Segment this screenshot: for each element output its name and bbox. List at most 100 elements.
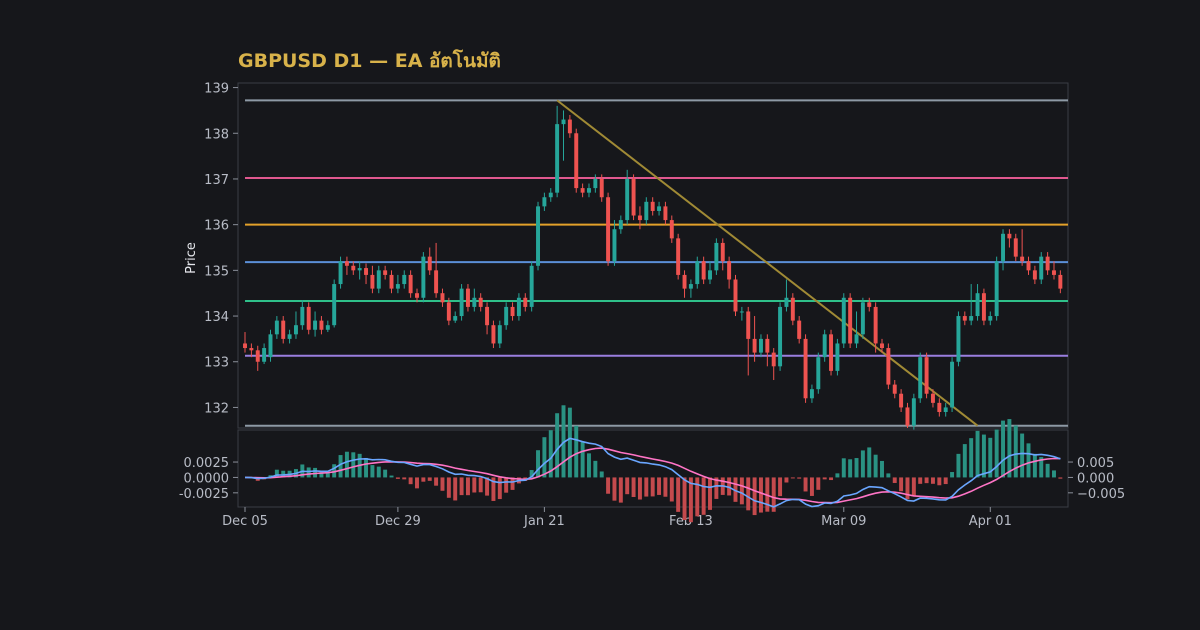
y-tick-label: 137 [204,173,229,188]
x-tick-label: Apr 01 [969,514,1012,529]
macd-histogram-bar [561,405,566,478]
candle-body [1032,270,1037,280]
candle-body [943,407,948,413]
candle-body [962,316,967,321]
candle-body [370,274,375,289]
candle-body [485,306,490,326]
candle-body [618,220,623,230]
candle-body [1020,256,1025,262]
macd-histogram-bar [829,477,834,481]
candle-body [765,338,770,353]
macd-histogram-bar [1058,477,1063,479]
candle-body [243,343,247,349]
candle-body [504,306,509,326]
macd-histogram-bar [841,458,846,478]
signal-line [244,447,1061,504]
macd-histogram-bar [593,460,598,478]
candle-body [778,306,783,367]
candle-body [924,357,929,394]
candle-body [255,350,260,362]
macd-histogram-bar [1007,419,1012,478]
macd-right-tick-label: 0.000 [1077,471,1114,486]
macd-histogram-bar [542,437,547,478]
macd-histogram-bar [485,477,490,496]
candle-body [956,316,961,362]
candle-body [809,389,814,399]
candle-body [268,334,273,358]
macd-histogram-bar [306,467,311,478]
candle-body [886,348,891,385]
x-tick-label: Dec 29 [375,514,421,529]
candle-body [803,338,808,399]
macd-histogram-bar [472,477,477,493]
candle-body [676,238,681,275]
candle-body [427,256,432,271]
macd-histogram-bar [867,447,872,478]
candle-body [854,334,859,344]
candle-body [880,343,884,349]
macd-histogram-bar [1052,470,1056,478]
candle-body [994,261,999,317]
candle-body [287,334,292,339]
macd-histogram-bar [835,473,840,478]
macd-histogram-bar [701,477,706,515]
macd-histogram-bar [790,477,795,479]
trend-line [556,99,979,427]
candle-body [497,325,502,344]
macd-histogram-bar [364,457,369,478]
macd-histogram-bar [880,460,884,478]
macd-histogram-bar [434,477,439,486]
macd-plot-frame [237,429,1069,508]
macd-histogram-bar [281,470,286,478]
candle-body [981,293,986,321]
macd-histogram-bar [708,477,712,510]
macd-histogram-bar [491,477,496,501]
candle-body [663,206,668,221]
y-tick-label: 134 [204,310,229,325]
macd-histogram-bar [994,429,999,478]
candle-body [720,242,725,262]
macd-histogram-bar [905,477,910,500]
macd-histogram-bar [809,477,814,496]
macd-histogram-bar [599,471,604,478]
macd-histogram-bar [822,477,827,480]
candle-body [529,265,534,307]
candle-body [714,242,719,271]
macd-histogram-bar [459,477,464,496]
macd-histogram-bar [733,477,738,502]
macd-histogram-bar [669,477,674,502]
macd-histogram-bar [637,477,642,500]
candle-body [593,178,598,189]
macd-histogram-bar [918,477,923,484]
macd-histogram-bar [510,477,515,490]
candle-body [988,316,993,321]
candle-body [293,325,298,335]
macd-y-tick-label: -0.0025 [179,487,229,502]
macd-histogram-bar [1039,457,1044,478]
macd-histogram-bar [631,477,636,497]
macd-histogram-bar [1001,420,1006,478]
candle-body [911,398,916,426]
candle-body [364,268,369,275]
macd-histogram-bar [313,467,318,478]
candle-body [510,306,515,317]
macd-histogram-bar [580,441,585,478]
candle-body [950,361,955,408]
candle-body [376,270,381,289]
candle-body [644,201,649,221]
y-tick-label: 133 [204,356,229,371]
candle-body [829,334,834,371]
candle-body [606,197,611,262]
price-panel: 132 133 134 135 136 137 138 139 [204,82,1069,431]
candle-body [771,352,776,367]
macd-histogram-bar [663,477,668,497]
candle-body [695,261,700,285]
macd-histogram-bar [548,430,553,478]
macd-histogram-bar [650,477,655,497]
macd-histogram-bar [536,450,540,478]
macd-histogram-bar [338,455,343,478]
macd-histogram-bar [892,477,897,483]
macd-histogram-bar [332,464,337,478]
candle-body [587,188,591,193]
